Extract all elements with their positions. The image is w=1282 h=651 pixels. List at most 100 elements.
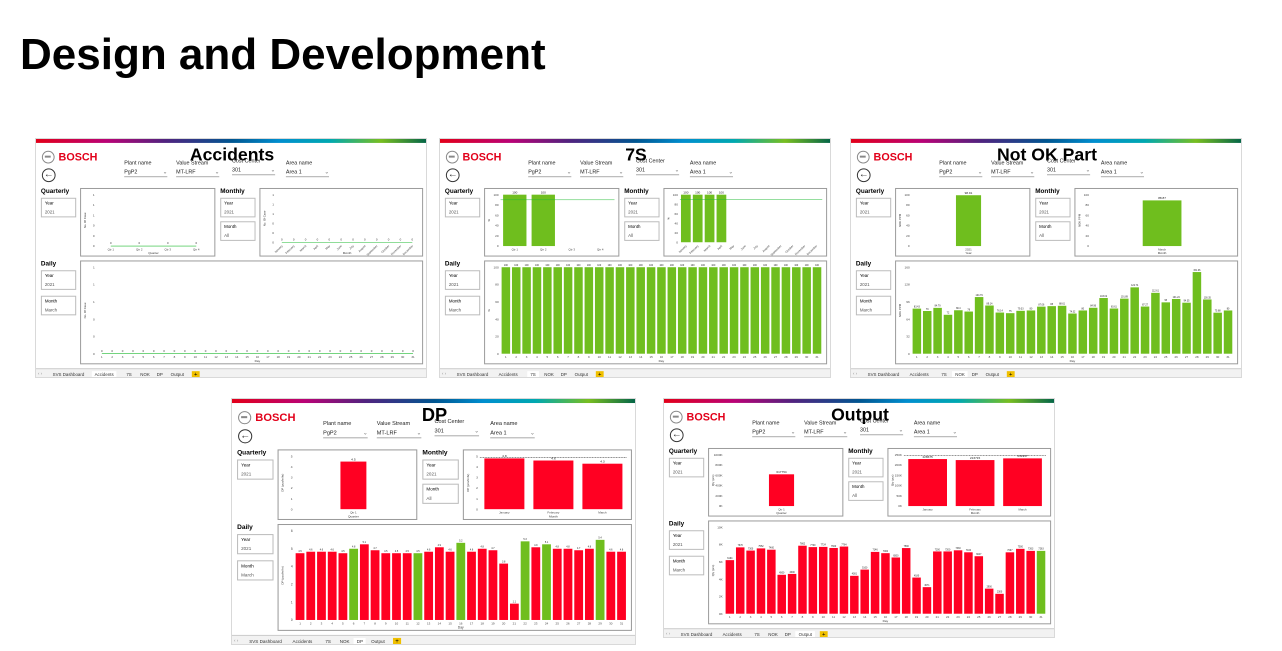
slicer-value[interactable]: 2021 <box>241 546 252 552</box>
slicer-value[interactable]: All <box>224 233 230 238</box>
filter-value[interactable]: Area 1 <box>285 169 330 178</box>
tab-dp[interactable]: DP <box>560 372 567 378</box>
filter-plant[interactable]: Plant name PgP2 <box>323 421 368 439</box>
slicer-value[interactable]: 2021 <box>672 469 683 475</box>
slicer-value[interactable]: 2021 <box>628 209 638 215</box>
filter-cost[interactable]: Cost Center 301 <box>636 159 680 176</box>
year-slicer-daily[interactable]: Year 2021 <box>237 534 274 555</box>
tab-svs-dashboard[interactable]: SVS Dashboard <box>52 372 85 378</box>
tab-output[interactable]: Output <box>170 372 184 378</box>
slicer-value[interactable]: 2021 <box>241 471 252 477</box>
filter-area[interactable]: Area name Area 1 <box>1100 161 1145 178</box>
tab-output[interactable]: Output <box>574 372 588 378</box>
tab-accidents[interactable]: Accidents <box>909 372 929 378</box>
add-page-button[interactable]: + <box>819 630 828 637</box>
slicer-value[interactable]: March <box>241 572 254 578</box>
slicer-value[interactable]: All <box>852 493 858 498</box>
filter-value[interactable]: Area 1 <box>1100 169 1145 178</box>
slicer-value[interactable]: 2021 <box>859 282 870 287</box>
filter-area[interactable]: Area name Area 1 <box>689 161 734 178</box>
tab-nok[interactable]: NOK <box>339 638 350 644</box>
tab-7s[interactable]: 7S <box>941 372 947 378</box>
filter-value[interactable]: 301 <box>636 167 680 176</box>
slicer-value[interactable]: All <box>628 233 634 238</box>
slicer-value[interactable]: March <box>859 307 873 313</box>
month-slicer-daily[interactable]: Month March <box>40 295 77 316</box>
year-slicer-monthly[interactable]: Year 2021 <box>220 197 256 218</box>
slicer-value[interactable]: 2021 <box>1039 209 1049 215</box>
filter-value[interactable]: MT-LRF <box>804 429 848 438</box>
slicer-value[interactable]: 2021 <box>448 282 459 287</box>
back-arrow-icon[interactable]: ← <box>238 429 253 444</box>
tab-dp[interactable]: DP <box>971 372 978 378</box>
slicer-value[interactable]: 2021 <box>44 282 55 287</box>
tab-output[interactable]: Output <box>371 638 385 644</box>
month-slicer-daily[interactable]: Month March <box>668 555 705 576</box>
slicer-value[interactable]: 2021 <box>44 209 55 215</box>
filter-plant[interactable]: Plant name PgP2 <box>124 161 168 178</box>
slicer-value[interactable]: March <box>672 567 686 573</box>
year-slicer-monthly[interactable]: Year 2021 <box>1035 197 1071 218</box>
year-slicer-quarterly[interactable]: Year 2021 <box>855 197 892 218</box>
tab-scroll-arrows[interactable]: ‹ › <box>441 371 447 377</box>
tab-svs-dashboard[interactable]: SVS Dashboard <box>249 638 282 644</box>
tab-scroll-arrows[interactable]: ‹ › <box>852 371 858 377</box>
tab-dp[interactable]: DP <box>156 372 163 378</box>
month-slicer-monthly[interactable]: Month All <box>848 481 884 501</box>
tab-output[interactable]: Output <box>795 631 815 637</box>
back-arrow-icon[interactable]: ← <box>41 168 56 183</box>
year-slicer-daily[interactable]: Year 2021 <box>855 270 892 290</box>
add-page-button[interactable]: + <box>595 370 604 377</box>
filter-value[interactable]: 301 <box>1047 167 1091 176</box>
year-slicer-quarterly[interactable]: Year 2021 <box>668 457 705 478</box>
filter-value[interactable]: PgP2 <box>528 169 572 178</box>
filter-value[interactable]: MT-LRF <box>376 430 422 439</box>
month-slicer-monthly[interactable]: Month All <box>422 483 459 504</box>
month-slicer-daily[interactable]: Month March <box>237 560 274 581</box>
tab-7s[interactable]: 7S <box>126 372 132 378</box>
add-page-button[interactable]: + <box>1006 370 1015 377</box>
filter-cost[interactable]: Cost Center 301 <box>434 419 480 437</box>
tab-accidents[interactable]: Accidents <box>292 638 313 644</box>
filter-stream[interactable]: Value Stream MT-LRF <box>580 161 624 178</box>
filter-plant[interactable]: Plant name PgP2 <box>528 161 572 178</box>
year-slicer-quarterly[interactable]: Year 2021 <box>237 459 274 480</box>
add-page-button[interactable]: + <box>392 637 402 644</box>
year-slicer-monthly[interactable]: Year 2021 <box>848 457 884 478</box>
slicer-value[interactable]: All <box>1039 233 1045 238</box>
tab-nok[interactable]: NOK <box>544 372 554 378</box>
filter-cost[interactable]: Cost Center 301 <box>860 419 904 436</box>
slicer-value[interactable]: 2021 <box>224 209 234 215</box>
filter-plant[interactable]: Plant name PgP2 <box>752 421 796 438</box>
tab-7s[interactable]: 7S <box>754 632 760 638</box>
tab-scroll-arrows[interactable]: ‹ › <box>234 637 239 643</box>
year-slicer-quarterly[interactable]: Year 2021 <box>444 197 481 218</box>
month-slicer-daily[interactable]: Month March <box>855 295 892 316</box>
filter-stream[interactable]: Value Stream MT-LRF <box>176 161 220 178</box>
month-slicer-monthly[interactable]: Month All <box>1035 221 1071 241</box>
tab-scroll-arrows[interactable]: ‹ › <box>37 371 43 377</box>
slicer-value[interactable]: All <box>426 495 432 501</box>
year-slicer-quarterly[interactable]: Year 2021 <box>40 197 77 218</box>
year-slicer-daily[interactable]: Year 2021 <box>668 530 705 550</box>
year-slicer-monthly[interactable]: Year 2021 <box>624 197 660 218</box>
tab-7s[interactable]: 7S <box>325 638 331 644</box>
month-slicer-daily[interactable]: Month March <box>444 295 481 316</box>
tab-svs-dashboard[interactable]: SVS Dashboard <box>680 632 713 638</box>
filter-cost[interactable]: Cost Center 301 <box>232 159 276 176</box>
filter-value[interactable]: 301 <box>232 167 276 176</box>
tab-dp[interactable]: DP <box>784 632 791 638</box>
filter-value[interactable]: PgP2 <box>323 430 368 439</box>
tab-nok[interactable]: NOK <box>952 371 968 377</box>
month-slicer-monthly[interactable]: Month All <box>624 221 660 241</box>
back-arrow-icon[interactable]: ← <box>856 168 871 183</box>
filter-area[interactable]: Area name Area 1 <box>285 161 330 178</box>
filter-area[interactable]: Area name Area 1 <box>913 421 958 438</box>
tab-nok[interactable]: NOK <box>140 372 150 378</box>
filter-value[interactable]: MT-LRF <box>991 169 1035 178</box>
filter-value[interactable]: Area 1 <box>490 430 535 439</box>
tab-nok[interactable]: NOK <box>768 632 778 638</box>
slicer-value[interactable]: 2021 <box>859 209 870 215</box>
back-arrow-icon[interactable]: ← <box>669 428 684 443</box>
tab-accidents[interactable]: Accidents <box>722 632 742 638</box>
